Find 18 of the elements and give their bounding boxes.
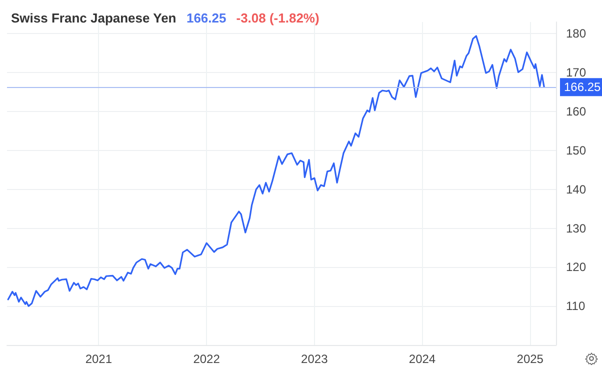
x-tick-label: 2025 <box>516 352 544 366</box>
y-tick-label: 170 <box>566 66 586 80</box>
x-tick-label: 2024 <box>408 352 436 366</box>
y-tick-label: 140 <box>566 182 586 196</box>
ref-line-label: 166.25 <box>564 80 602 94</box>
x-tick-label: 2021 <box>85 352 112 366</box>
x-tick-label: 2022 <box>193 352 220 366</box>
y-tick-label: 180 <box>566 26 586 41</box>
x-tick-label: 2023 <box>301 352 328 366</box>
y-tick-label: 150 <box>566 143 586 158</box>
y-tick-label: 130 <box>566 221 586 236</box>
y-tick-label: 160 <box>566 104 586 119</box>
chart-title: Swiss Franc Japanese Yen <box>11 10 176 26</box>
y-tick-label: 120 <box>566 260 586 274</box>
annotation: 166.25 <box>186 10 226 26</box>
annotation: -3.08 (-1.82%) <box>236 10 320 26</box>
line-series <box>7 35 545 307</box>
y-tick-label: 110 <box>566 299 586 314</box>
